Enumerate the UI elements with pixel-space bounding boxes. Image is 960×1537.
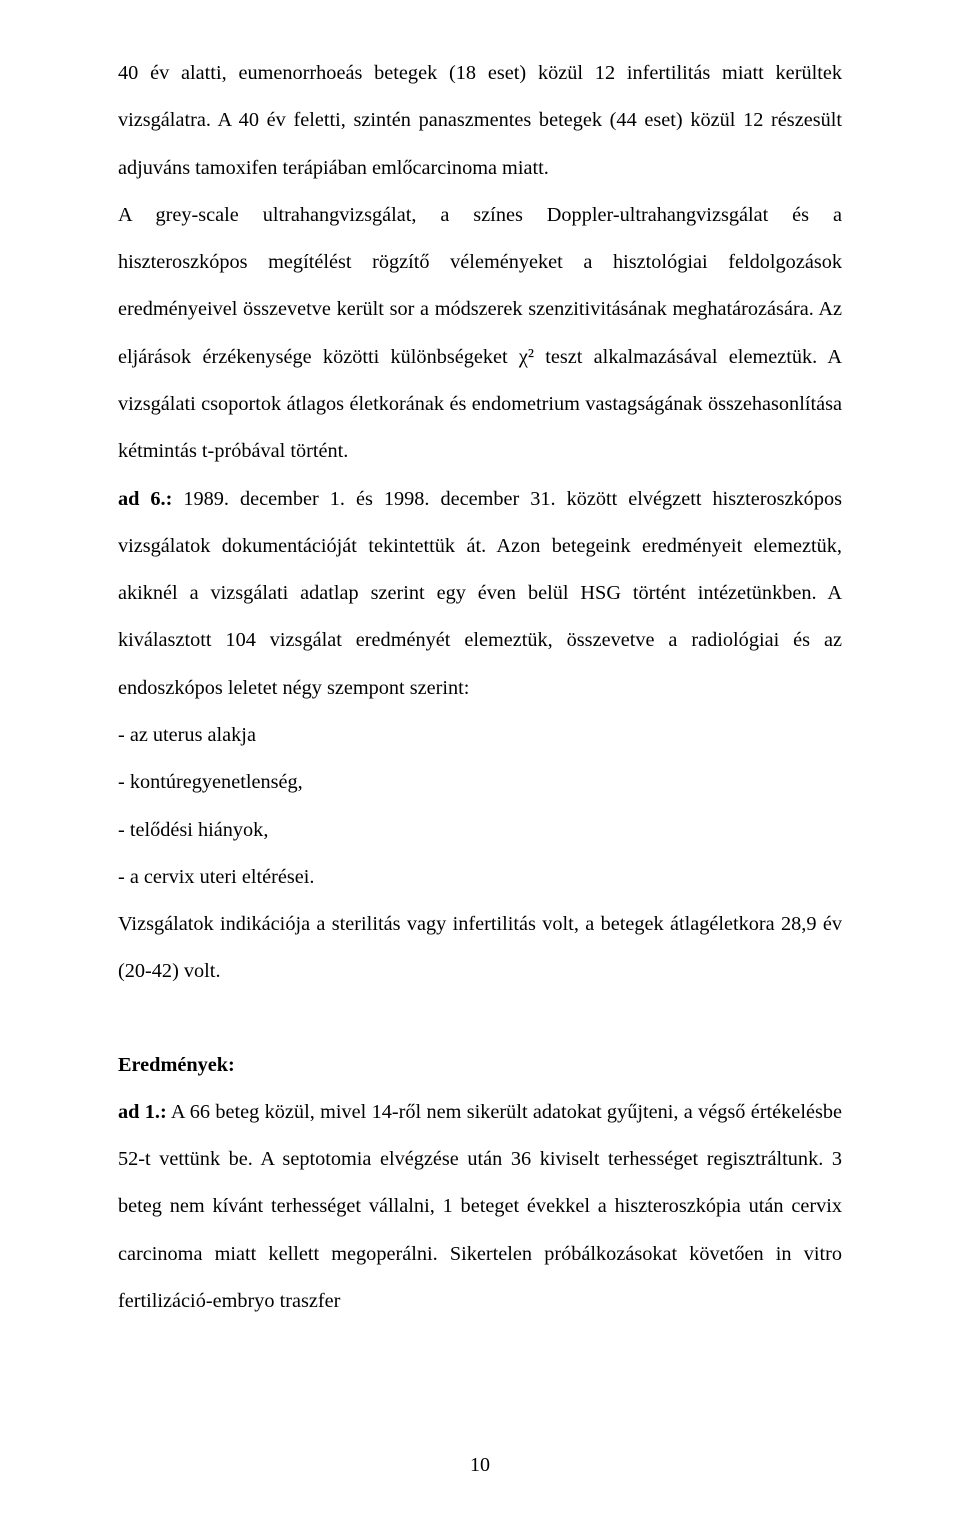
document-page: 40 év alatti, eumenorrhoeás betegek (18 … (0, 0, 960, 1537)
page-number: 10 (0, 1454, 960, 1477)
ad6-label: ad 6.: (118, 488, 172, 510)
list-item-2: - kontúregyenetlenség, (118, 759, 842, 806)
list-item-4: - a cervix uteri eltérései. (118, 854, 842, 901)
results-heading: Eredmények: (118, 1042, 842, 1089)
list-item-3: - telődési hiányok, (118, 807, 842, 854)
ad1-label: ad 1.: (118, 1101, 167, 1123)
paragraph-2: A grey-scale ultrahangvizsgálat, a színe… (118, 192, 842, 476)
paragraph-5-text: A 66 beteg közül, mivel 14-ről nem siker… (118, 1101, 842, 1312)
section-gap (118, 996, 842, 1042)
paragraph-3: ad 6.: 1989. december 1. és 1998. decemb… (118, 476, 842, 712)
list-item-1: - az uterus alakja (118, 712, 842, 759)
paragraph-4: Vizsgálatok indikációja a sterilitás vag… (118, 901, 842, 996)
paragraph-3-text: 1989. december 1. és 1998. december 31. … (118, 488, 842, 699)
paragraph-1: 40 év alatti, eumenorrhoeás betegek (18 … (118, 50, 842, 192)
paragraph-5: ad 1.: A 66 beteg közül, mivel 14-ről ne… (118, 1089, 842, 1325)
